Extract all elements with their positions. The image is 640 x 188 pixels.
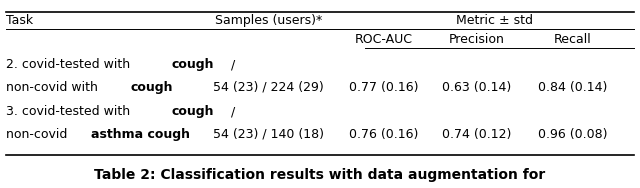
Text: /: / (227, 105, 235, 118)
Text: Samples (users)*: Samples (users)* (215, 14, 323, 27)
Text: Recall: Recall (554, 33, 591, 46)
Text: Task: Task (6, 14, 33, 27)
Text: non-covid: non-covid (6, 128, 72, 141)
Text: 0.84 (0.14): 0.84 (0.14) (538, 81, 607, 94)
Text: 3. covid-tested with: 3. covid-tested with (6, 105, 134, 118)
Text: 0.63 (0.14): 0.63 (0.14) (442, 81, 511, 94)
Text: Precision: Precision (449, 33, 505, 46)
Text: 0.74 (0.12): 0.74 (0.12) (442, 128, 511, 141)
Text: cough: cough (172, 58, 214, 71)
Text: /: / (227, 58, 235, 71)
Text: Table 2: Classification results with data augmentation for: Table 2: Classification results with dat… (94, 168, 546, 182)
Text: cough: cough (172, 105, 214, 118)
Text: 0.96 (0.08): 0.96 (0.08) (538, 128, 607, 141)
Text: 54 (23) / 140 (18): 54 (23) / 140 (18) (213, 128, 324, 141)
Text: asthma cough: asthma cough (91, 128, 189, 141)
Text: 2. covid-tested with: 2. covid-tested with (6, 58, 134, 71)
Text: Metric ± std: Metric ± std (456, 14, 533, 27)
Text: non-covid with: non-covid with (6, 81, 102, 94)
Text: 0.76 (0.16): 0.76 (0.16) (349, 128, 419, 141)
Text: 0.77 (0.16): 0.77 (0.16) (349, 81, 419, 94)
Text: cough: cough (130, 81, 173, 94)
Text: ROC-AUC: ROC-AUC (355, 33, 413, 46)
Text: 54 (23) / 224 (29): 54 (23) / 224 (29) (213, 81, 324, 94)
